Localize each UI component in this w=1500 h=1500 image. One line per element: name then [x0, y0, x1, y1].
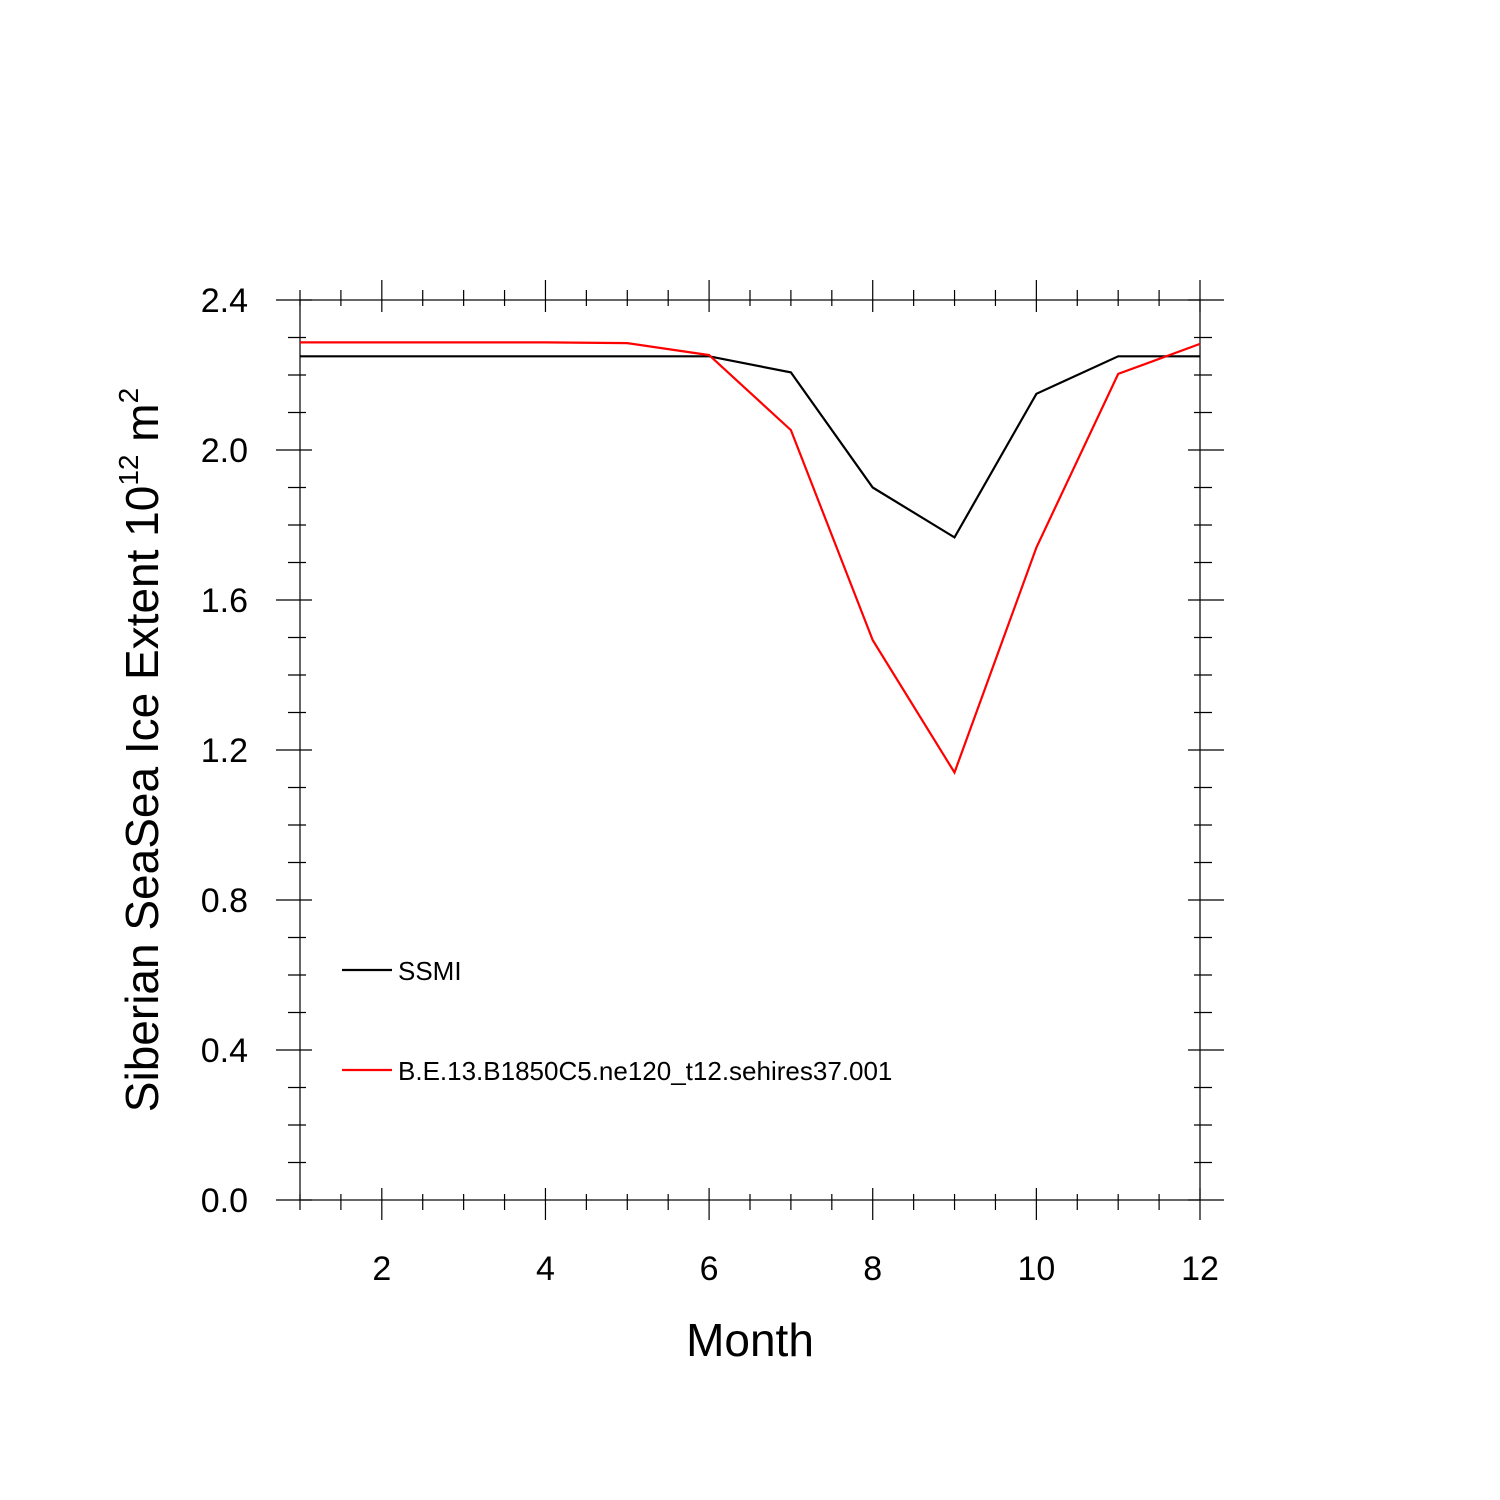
legend-label: B.E.13.B1850C5.ne120_t12.sehires37.001 — [398, 1056, 892, 1086]
legend: SSMI B.E.13.B1850C5.ne120_t12.sehires37.0… — [342, 956, 892, 1086]
y-tick-label: 0.0 — [201, 1182, 248, 1220]
x-tick-label: 6 — [700, 1250, 719, 1288]
series-line-2 — [300, 341, 1201, 776]
x-tick-label: 10 — [1017, 1250, 1055, 1288]
y-axis-title-unit-exponent: 2 — [113, 388, 144, 404]
y-tick-label: 2.0 — [201, 432, 248, 470]
x-tick-label: 4 — [536, 1250, 555, 1288]
y-axis-title-unit: m — [116, 403, 168, 454]
x-tick-label: 2 — [372, 1250, 391, 1288]
y-tick-label: 0.8 — [201, 882, 248, 920]
legend-label: SSMI — [398, 956, 462, 986]
y-axis-title-exponent: 12 — [113, 455, 144, 486]
x-axis-title: Month — [686, 1314, 814, 1366]
y-tick-label: 2.4 — [201, 282, 248, 320]
y-tick-label: 1.2 — [201, 732, 248, 770]
axis-tick-labels: 2 4 6 8 10 12 0.0 0.4 0.8 1.2 1.6 2.0 2.4 — [201, 282, 1219, 1288]
axis-ticks — [276, 280, 1224, 1220]
y-tick-label: 0.4 — [201, 1032, 248, 1070]
series-lines — [300, 341, 1201, 776]
series-line-1 — [300, 355, 1200, 539]
y-axis-title-text: Siberian SeaSea Ice Extent 10 — [116, 486, 168, 1113]
x-tick-label: 8 — [863, 1250, 882, 1288]
x-tick-label: 12 — [1181, 1250, 1219, 1288]
y-axis-title: Siberian SeaSea Ice Extent 1012 m2 — [113, 388, 168, 1112]
y-tick-label: 1.6 — [201, 582, 248, 620]
